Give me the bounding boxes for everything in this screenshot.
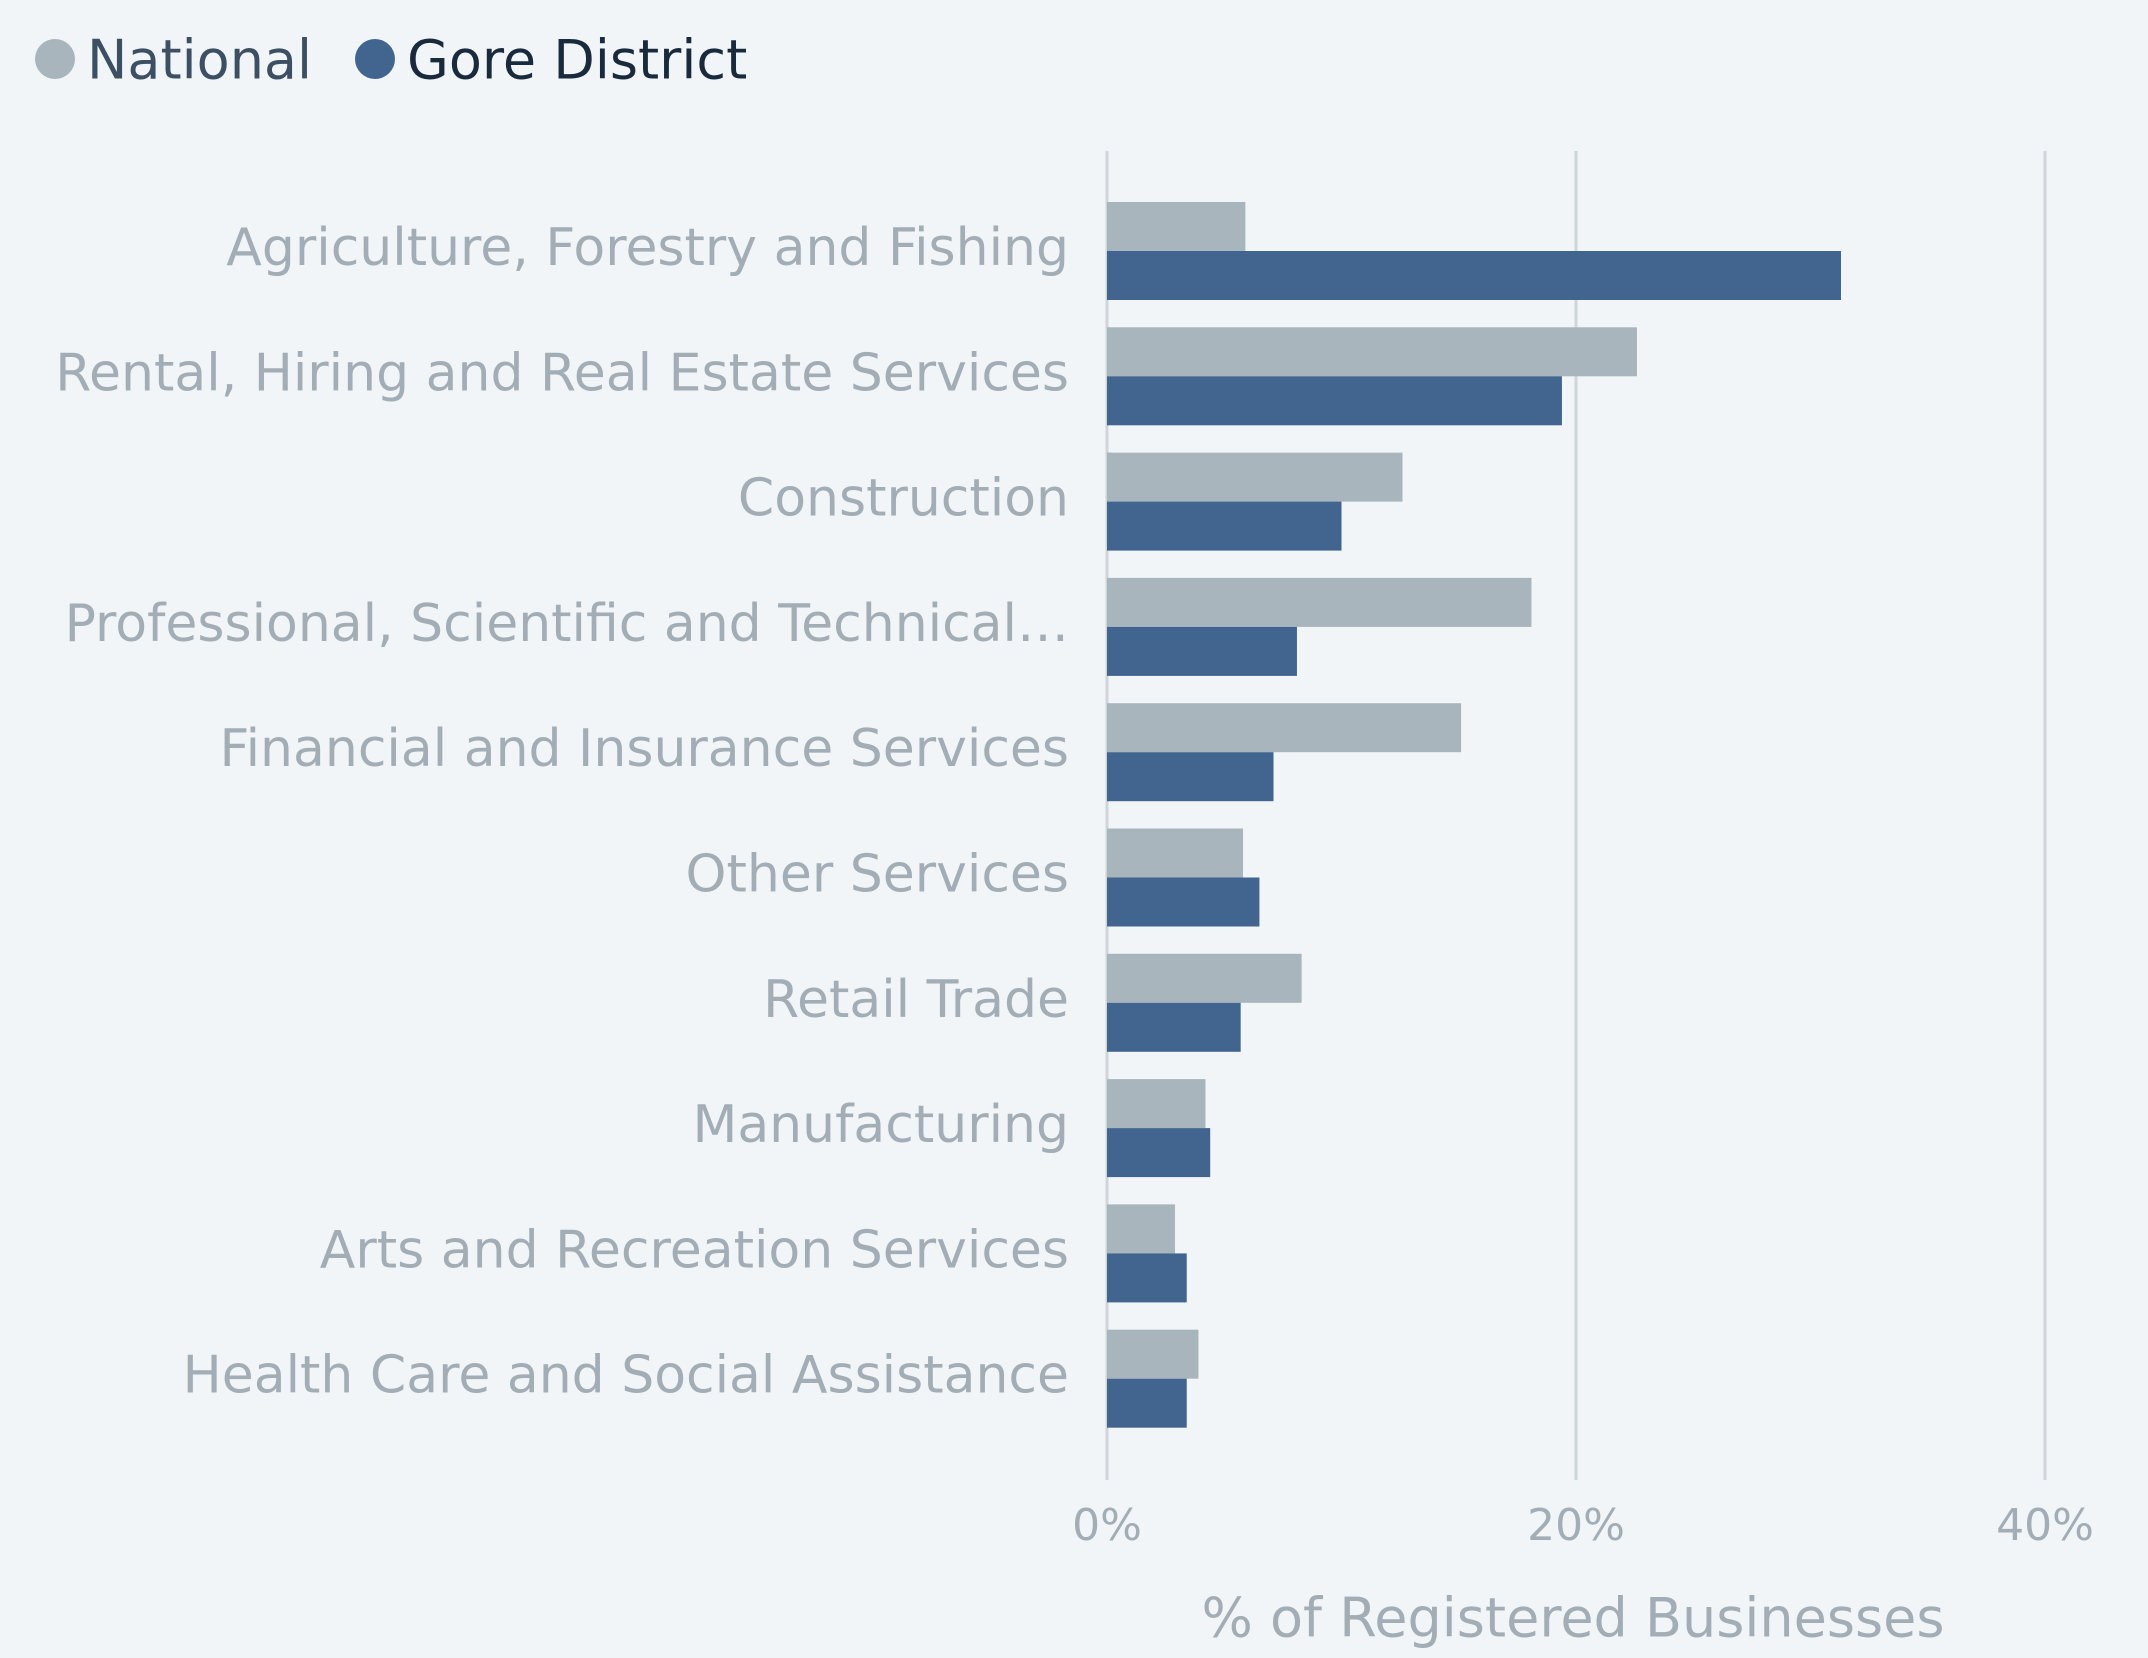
y-tick-label: Health Care and Social Assistance [183, 1346, 1069, 1406]
legend-swatch [35, 39, 75, 79]
bar [1107, 202, 1246, 251]
x-axis-title: % of Registered Businesses [1202, 1587, 1945, 1650]
y-tick-label: Manufacturing [692, 1095, 1069, 1155]
x-tick-label: 0% [1072, 1500, 1142, 1551]
y-tick-label: Arts and Recreation Services [320, 1220, 1069, 1280]
x-tick-label: 20% [1527, 1500, 1625, 1551]
bar [1107, 752, 1274, 802]
x-tick-label: 40% [1996, 1500, 2094, 1551]
y-tick-label: Retail Trade [763, 970, 1069, 1030]
bar [1107, 1002, 1241, 1052]
bar [1107, 577, 1532, 627]
y-tick-label: Professional, Scientific and Technical… [65, 594, 1069, 654]
y-tick-label: Other Services [686, 845, 1069, 905]
bar [1107, 953, 1302, 1003]
bar [1107, 626, 1297, 676]
bar [1107, 501, 1342, 551]
bar [1107, 376, 1562, 426]
bar [1107, 1204, 1176, 1254]
y-tick-label: Construction [738, 469, 1069, 529]
bar [1107, 1378, 1187, 1428]
y-tick-label: Financial and Insurance Services [219, 719, 1069, 779]
bar [1107, 1329, 1199, 1379]
bar [1107, 452, 1403, 502]
bar [1107, 327, 1637, 377]
bar [1107, 1079, 1206, 1129]
legend-label: National [87, 29, 312, 92]
bar [1107, 1253, 1187, 1303]
legend-swatch [355, 39, 395, 79]
y-tick-label: Agriculture, Forestry and Fishing [226, 218, 1069, 278]
bar [1107, 828, 1244, 878]
bar [1107, 1128, 1211, 1178]
y-tick-label: Rental, Hiring and Real Estate Services [55, 343, 1069, 403]
bar [1107, 703, 1462, 753]
bar [1107, 251, 1841, 300]
bar [1107, 877, 1260, 927]
legend-label: Gore District [407, 29, 747, 92]
